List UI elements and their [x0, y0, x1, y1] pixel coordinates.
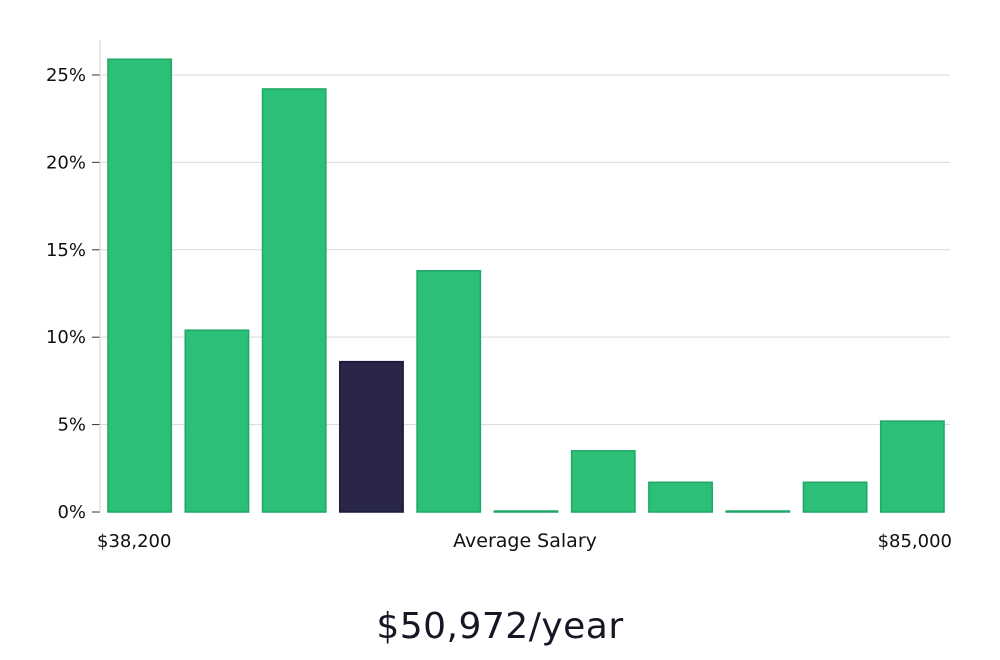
bar — [184, 329, 250, 513]
bar — [107, 58, 173, 513]
salary-histogram-chart: 0%5%10%15%20%25% $38,200 Average Salary … — [46, 40, 952, 552]
y-axis-ticks: 0% 5% 10% 15% 20% 25% — [46, 65, 100, 523]
y-tick-label: 20% — [46, 152, 86, 173]
y-tick-label: 10% — [46, 327, 86, 348]
x-max-label: $85,000 — [878, 531, 952, 552]
bar — [493, 510, 559, 513]
bar — [802, 481, 868, 513]
bar — [648, 481, 713, 513]
bar-highlighted — [339, 360, 404, 513]
bar — [570, 450, 636, 513]
y-tick-label: 0% — [57, 502, 86, 523]
bar — [725, 510, 791, 513]
bars — [107, 58, 945, 513]
y-tick-label: 5% — [57, 415, 86, 436]
bar — [879, 420, 945, 513]
bar — [416, 270, 482, 513]
y-tick-label: 15% — [46, 240, 86, 261]
bar — [261, 88, 327, 513]
x-min-label: $38,200 — [97, 531, 171, 552]
y-tick-label: 25% — [46, 65, 86, 86]
average-salary-value: $50,972/year — [376, 606, 624, 647]
x-axis-title: Average Salary — [453, 530, 597, 552]
